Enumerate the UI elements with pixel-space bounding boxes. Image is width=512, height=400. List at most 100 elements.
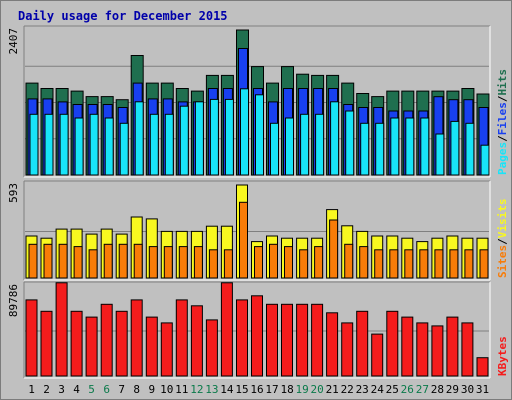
x-tick-label: 23 — [356, 383, 369, 396]
x-tick-label: 27 — [416, 383, 429, 396]
bar-sites-day-17 — [269, 243, 278, 279]
bar-sites-day-31 — [479, 249, 489, 279]
bar-kbytes-day-16 — [251, 295, 263, 377]
bar-pages-day-12 — [194, 101, 204, 176]
bar-sites-day-6 — [103, 243, 113, 279]
bar-kbytes-day-5 — [85, 316, 98, 377]
bar-pages-day-9 — [149, 113, 159, 176]
bar-sites-day-24 — [374, 249, 384, 279]
x-tick-label: 28 — [431, 383, 444, 396]
legend: Pages/Files/Hits — [496, 69, 509, 175]
bar-kbytes-day-8 — [130, 299, 143, 377]
bar-pages-day-29 — [450, 120, 460, 176]
bar-kbytes-day-6 — [100, 303, 113, 377]
bar-kbytes-day-14 — [220, 282, 233, 377]
bar-sites-day-7 — [118, 243, 128, 279]
bar-sites-day-4 — [73, 246, 83, 279]
chart-title: Daily usage for December 2015 — [18, 9, 228, 23]
bar-pages-day-22 — [345, 110, 355, 176]
kbytes-panel: 89786 KBytes — [7, 281, 509, 379]
bar-sites-day-22 — [344, 243, 354, 279]
bar-kbytes-day-2 — [40, 310, 53, 377]
bar-sites-day-15 — [239, 201, 248, 279]
legend-entry: Visits — [496, 199, 509, 239]
x-tick-label: 5 — [88, 383, 95, 396]
x-tick-label: 1 — [28, 383, 35, 396]
bar-pages-day-4 — [74, 117, 84, 176]
bar-kbytes-day-20 — [311, 303, 324, 377]
bar-pages-day-23 — [360, 122, 370, 176]
bar-kbytes-day-18 — [281, 303, 293, 377]
bar-pages-day-3 — [59, 113, 69, 176]
x-tick-label: 14 — [220, 383, 234, 396]
legend-entry: Sites — [496, 245, 509, 278]
x-tick-label: 7 — [118, 383, 125, 396]
bar-pages-day-11 — [179, 105, 189, 176]
bar-kbytes-day-29 — [446, 316, 459, 377]
bar-kbytes-day-28 — [431, 325, 444, 377]
bar-kbytes-day-3 — [55, 282, 68, 377]
bar-pages-day-8 — [134, 101, 144, 176]
bar-sites-day-12 — [193, 246, 203, 279]
y-max-label: 593 — [7, 183, 20, 203]
bar-pages-day-26 — [405, 117, 415, 176]
bar-sites-day-11 — [178, 246, 188, 279]
bar-pages-day-16 — [255, 94, 264, 176]
bar-kbytes-day-19 — [296, 303, 309, 377]
bar-kbytes-day-17 — [266, 303, 278, 377]
x-tick-label: 20 — [310, 383, 323, 396]
x-tick-label: 17 — [265, 383, 278, 396]
bar-sites-day-30 — [464, 249, 474, 279]
x-tick-label: 6 — [103, 383, 110, 396]
bar-kbytes-day-24 — [371, 333, 384, 377]
bar-pages-day-19 — [300, 113, 310, 176]
bar-sites-day-8 — [133, 243, 143, 279]
bar-kbytes-day-21 — [326, 312, 339, 377]
bar-kbytes-day-23 — [356, 310, 369, 377]
x-tick-label: 24 — [371, 383, 385, 396]
bar-kbytes-day-27 — [416, 322, 429, 377]
bar-kbytes-day-26 — [401, 316, 414, 377]
bar-sites-day-2 — [43, 243, 53, 279]
x-tick-label: 21 — [326, 383, 339, 396]
legend: KBytes — [496, 336, 509, 376]
x-tick-label: 22 — [341, 383, 354, 396]
bar-pages-day-13 — [209, 98, 219, 176]
legend-entry: Hits — [496, 69, 509, 96]
bar-sites-day-29 — [449, 249, 459, 279]
x-tick-label: 19 — [295, 383, 308, 396]
bar-kbytes-day-13 — [205, 319, 218, 377]
bar-pages-day-21 — [330, 101, 340, 176]
bar-kbytes-day-25 — [386, 310, 399, 377]
x-tick-label: 3 — [58, 383, 65, 396]
bar-pages-day-24 — [375, 122, 385, 176]
bar-kbytes-day-22 — [341, 322, 354, 377]
bar-pages-day-31 — [480, 144, 490, 176]
bar-kbytes-day-9 — [145, 316, 158, 377]
bar-pages-day-25 — [390, 117, 400, 176]
legend-entry: KBytes — [496, 336, 509, 376]
bar-pages-day-5 — [89, 113, 99, 176]
x-tick-label: 31 — [476, 383, 489, 396]
bar-sites-day-25 — [389, 249, 399, 279]
bar-pages-day-7 — [119, 122, 129, 176]
legend-entry: / — [496, 95, 509, 102]
bar-pages-day-14 — [224, 98, 234, 176]
x-tick-label: 8 — [133, 383, 140, 396]
x-tick-label: 12 — [190, 383, 203, 396]
bar-pages-day-6 — [104, 117, 114, 176]
bar-kbytes-day-30 — [461, 322, 474, 377]
bar-kbytes-day-1 — [25, 299, 38, 377]
x-tick-label: 13 — [205, 383, 218, 396]
x-tick-label: 10 — [160, 383, 173, 396]
visitors-panel: 593 Sites/Visits — [7, 180, 509, 281]
x-tick-label: 25 — [386, 383, 399, 396]
y-max-label: 89786 — [7, 284, 20, 317]
bar-pages-day-18 — [285, 117, 294, 176]
bar-sites-day-20 — [314, 246, 324, 279]
x-tick-label: 15 — [235, 383, 248, 396]
bar-sites-day-27 — [419, 249, 429, 279]
x-tick-label: 4 — [73, 383, 80, 396]
